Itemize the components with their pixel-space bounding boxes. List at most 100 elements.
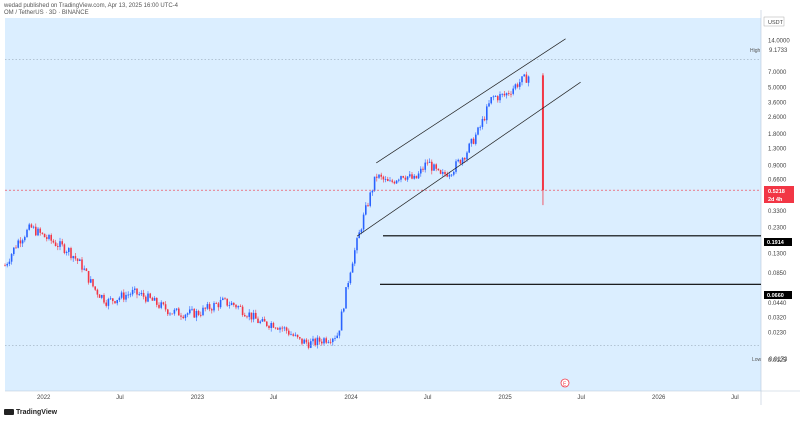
candle-body — [215, 303, 217, 304]
plot-area[interactable] — [5, 18, 761, 391]
candle-body — [365, 205, 367, 215]
candle-body — [477, 127, 479, 135]
candle-body — [448, 174, 451, 177]
candle-body — [65, 252, 68, 253]
candle-body — [492, 96, 495, 98]
candle-body — [371, 190, 374, 193]
candle-body — [541, 75, 544, 191]
candle-body — [217, 303, 220, 308]
candle-body — [131, 289, 134, 295]
time-axis[interactable]: 2022 Jul 2023 Jul 2024 Jul 2025 Jul 2026 Jul — [37, 395, 739, 401]
candle-body — [356, 238, 358, 251]
candle-body — [116, 299, 118, 304]
candle-body — [127, 294, 129, 296]
candle-body — [206, 304, 209, 309]
candle-body — [158, 304, 160, 308]
candle-body — [347, 283, 349, 288]
level-tag-value: 0.0660 — [767, 293, 784, 299]
candle-body — [197, 310, 200, 315]
candle-body — [85, 268, 88, 272]
candle-body — [464, 157, 466, 160]
candle-body — [527, 76, 530, 83]
candle-body — [208, 304, 211, 310]
footer-brand[interactable]: TradingView — [4, 409, 57, 421]
candle-body — [24, 237, 26, 241]
candle-body — [501, 93, 503, 95]
price-axis[interactable]: 14.0000 7.0000 5.0000 3.6000 2.6000 1.8000 1.3… — [768, 38, 790, 364]
candle-body — [175, 308, 178, 310]
candle-body — [171, 313, 173, 315]
candle-body — [237, 306, 239, 308]
candle-body — [224, 298, 226, 300]
candle-body — [283, 327, 286, 329]
price-tick-label: 14.0000 — [768, 38, 790, 44]
candle-body — [252, 312, 255, 320]
candle-body — [105, 302, 107, 306]
candle-body — [457, 159, 459, 162]
candle-body — [103, 295, 105, 303]
candle-body — [285, 327, 288, 331]
candle-body — [272, 323, 275, 328]
candle-body — [479, 126, 481, 128]
price-tick-label: 0.3300 — [768, 209, 787, 215]
candle-body — [321, 341, 323, 344]
candle-body — [437, 168, 440, 171]
candle-body — [459, 159, 462, 164]
candle-body — [470, 138, 473, 144]
candle-body — [184, 314, 187, 319]
candle-body — [521, 76, 523, 83]
time-tick-label: 2022 — [37, 395, 51, 401]
candle-body — [235, 304, 237, 308]
candle-body — [112, 298, 114, 302]
price-tick-label: 0.9000 — [768, 163, 787, 169]
candle-body — [514, 84, 517, 89]
price-tick-label: 0.0850 — [768, 271, 787, 277]
candle-body — [270, 323, 272, 329]
candle-body — [455, 161, 457, 172]
candle-body — [512, 88, 514, 94]
candle-body — [153, 297, 156, 301]
candle-body — [413, 175, 415, 179]
time-tick-label: Jul — [116, 395, 124, 401]
candle-body — [125, 294, 127, 300]
low-label: Low — [752, 357, 762, 363]
candle-body — [336, 335, 338, 339]
candle-body — [367, 205, 369, 207]
candle-body — [244, 315, 246, 317]
candle-body — [497, 96, 499, 101]
high-label: High — [750, 48, 761, 54]
candle-body — [382, 176, 385, 180]
candle-body — [503, 93, 506, 96]
candle-body — [466, 152, 468, 160]
candle-body — [41, 232, 44, 234]
candle-body — [145, 296, 147, 302]
candle-body — [37, 228, 39, 236]
candle-body — [389, 180, 391, 182]
candle-body — [156, 297, 158, 305]
time-tick-label: Jul — [731, 395, 739, 401]
candle-body — [406, 176, 409, 180]
currency-label[interactable]: USDT — [768, 20, 784, 26]
candle-body — [442, 172, 444, 174]
candle-body — [290, 334, 292, 336]
candle-body — [349, 272, 352, 284]
candle-body — [39, 228, 41, 233]
current-price-countdown: 2d 4h — [768, 197, 783, 203]
flag-icon[interactable]: E — [560, 378, 570, 388]
price-tick-label: 7.0000 — [768, 70, 787, 76]
candle-body — [189, 309, 191, 314]
candle-body — [360, 229, 363, 233]
candle-body — [323, 338, 325, 344]
price-tick-label: 0.0440 — [768, 301, 787, 307]
candle-body — [68, 248, 70, 253]
candle-body — [167, 309, 169, 315]
candle-body — [259, 321, 261, 324]
candle-body — [98, 294, 101, 298]
candle-body — [472, 138, 475, 144]
candle-body — [8, 261, 11, 264]
candle-body — [149, 293, 151, 298]
candle-body — [233, 302, 235, 305]
candle-body — [424, 162, 426, 170]
candle-body — [453, 171, 455, 175]
